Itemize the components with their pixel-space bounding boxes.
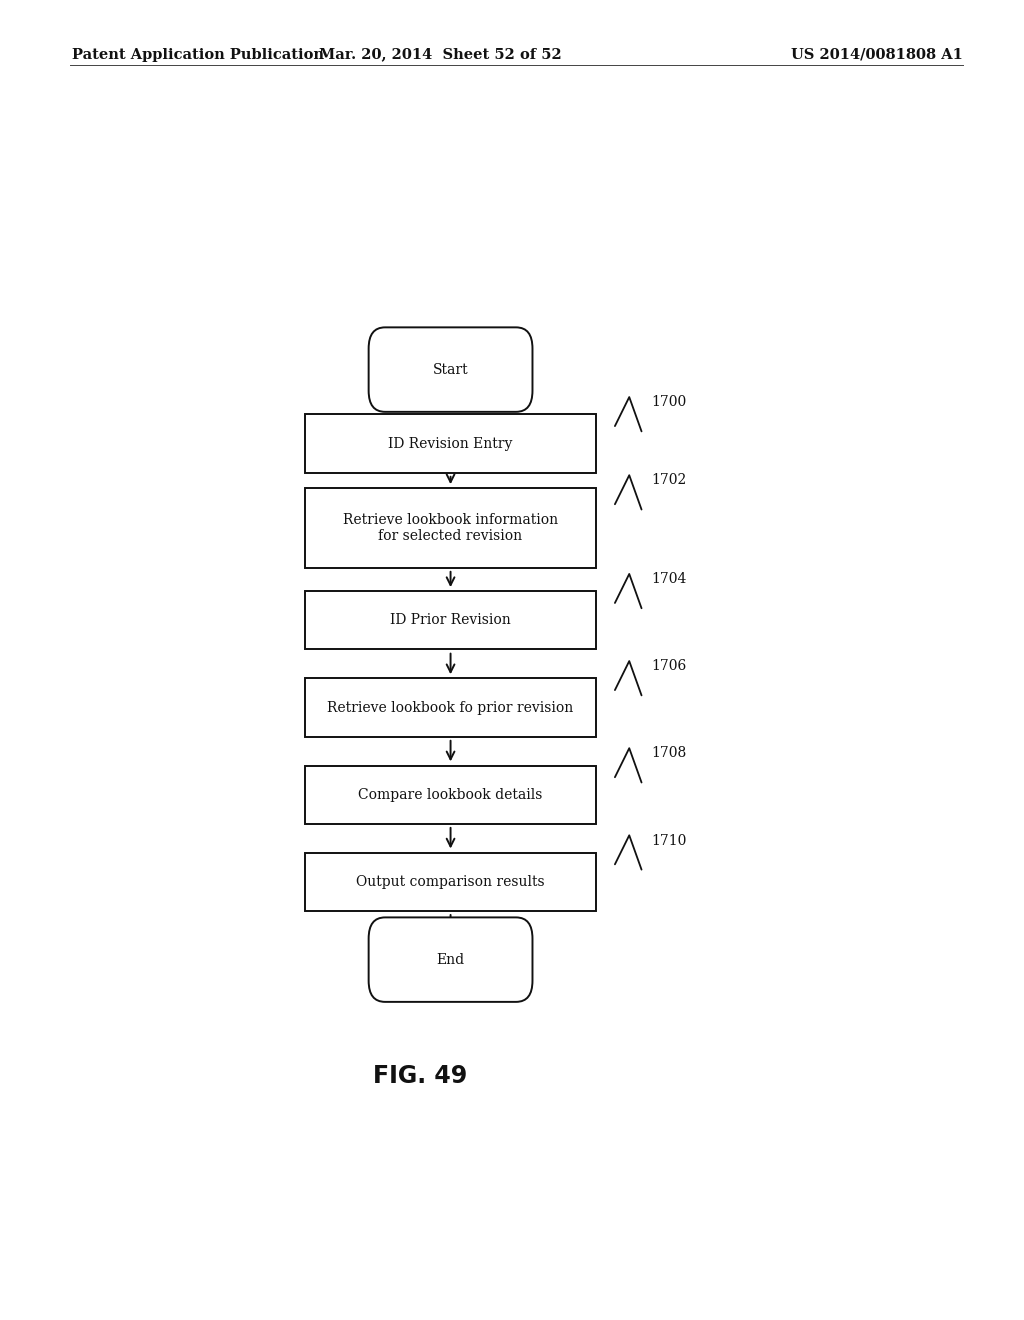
Text: ID Prior Revision: ID Prior Revision bbox=[390, 614, 511, 627]
Text: ID Revision Entry: ID Revision Entry bbox=[388, 437, 513, 450]
Text: 1702: 1702 bbox=[652, 474, 687, 487]
Bar bbox=[305, 853, 596, 911]
Bar bbox=[305, 591, 596, 649]
Text: 1706: 1706 bbox=[652, 659, 687, 673]
Bar bbox=[305, 414, 596, 473]
Text: Start: Start bbox=[433, 363, 468, 376]
Text: Output comparison results: Output comparison results bbox=[356, 875, 545, 888]
Text: Retrieve lookbook fo prior revision: Retrieve lookbook fo prior revision bbox=[328, 701, 573, 714]
Text: End: End bbox=[436, 953, 465, 966]
Text: 1700: 1700 bbox=[652, 395, 687, 409]
Text: Mar. 20, 2014  Sheet 52 of 52: Mar. 20, 2014 Sheet 52 of 52 bbox=[318, 48, 562, 62]
Text: Retrieve lookbook information
for selected revision: Retrieve lookbook information for select… bbox=[343, 513, 558, 543]
Text: FIG. 49: FIG. 49 bbox=[373, 1064, 467, 1088]
Text: 1704: 1704 bbox=[652, 572, 687, 586]
Text: US 2014/0081808 A1: US 2014/0081808 A1 bbox=[791, 48, 963, 62]
Text: 1710: 1710 bbox=[652, 833, 687, 847]
FancyBboxPatch shape bbox=[369, 917, 532, 1002]
Bar bbox=[305, 488, 596, 568]
FancyBboxPatch shape bbox=[369, 327, 532, 412]
Text: 1708: 1708 bbox=[652, 746, 687, 760]
Bar bbox=[305, 678, 596, 737]
Text: Patent Application Publication: Patent Application Publication bbox=[72, 48, 324, 62]
Bar bbox=[305, 766, 596, 824]
Text: Compare lookbook details: Compare lookbook details bbox=[358, 788, 543, 801]
